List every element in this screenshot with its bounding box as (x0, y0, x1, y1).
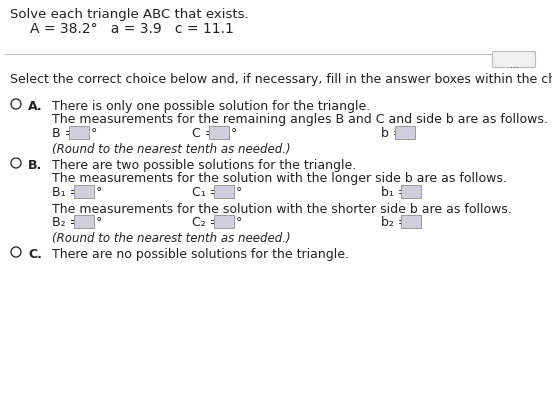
Text: The measurements for the solution with the longer side b are as follows.: The measurements for the solution with t… (52, 171, 507, 185)
Text: A.: A. (28, 100, 43, 113)
Text: b₁ =: b₁ = (381, 185, 408, 199)
Text: There are no possible solutions for the triangle.: There are no possible solutions for the … (52, 247, 349, 260)
Text: (Round to the nearest tenth as needed.): (Round to the nearest tenth as needed.) (52, 142, 290, 156)
Circle shape (11, 159, 21, 169)
Text: B.: B. (28, 159, 43, 171)
Circle shape (11, 247, 21, 257)
Bar (395, 127, 415, 140)
Bar (74, 216, 94, 228)
Bar (209, 127, 229, 140)
Text: The measurements for the remaining angles B and C and side b are as follows.: The measurements for the remaining angle… (52, 113, 548, 126)
Text: °: ° (236, 216, 242, 228)
Text: A = 38.2°   a = 3.9   c = 11.1: A = 38.2° a = 3.9 c = 11.1 (30, 22, 234, 36)
Text: Select the correct choice below and, if necessary, fill in the answer boxes with: Select the correct choice below and, if … (10, 73, 552, 86)
Bar (74, 185, 94, 199)
Text: ...: ... (509, 61, 518, 70)
Bar (69, 127, 89, 140)
Circle shape (11, 100, 21, 110)
Text: B₁ =: B₁ = (52, 185, 80, 199)
Text: B =: B = (52, 127, 75, 140)
Text: b₂ =: b₂ = (381, 216, 408, 228)
Text: C₂ =: C₂ = (192, 216, 220, 228)
Text: C₁ =: C₁ = (192, 185, 220, 199)
Text: B₂ =: B₂ = (52, 216, 80, 228)
Text: There is only one possible solution for the triangle.: There is only one possible solution for … (52, 100, 370, 113)
Text: °: ° (96, 216, 102, 228)
Text: °: ° (231, 127, 237, 140)
Text: b =: b = (381, 127, 404, 140)
Text: C.: C. (28, 247, 42, 260)
Bar (214, 216, 234, 228)
Text: °: ° (91, 127, 97, 140)
Bar (401, 185, 421, 199)
Text: C =: C = (192, 127, 215, 140)
Text: Solve each triangle ABC that exists.: Solve each triangle ABC that exists. (10, 8, 248, 21)
Text: °: ° (236, 185, 242, 199)
Bar (214, 185, 234, 199)
Bar (401, 216, 421, 228)
Text: °: ° (96, 185, 102, 199)
FancyBboxPatch shape (492, 52, 535, 68)
Text: (Round to the nearest tenth as needed.): (Round to the nearest tenth as needed.) (52, 231, 290, 244)
Text: The measurements for the solution with the shorter side b are as follows.: The measurements for the solution with t… (52, 202, 512, 216)
Text: There are two possible solutions for the triangle.: There are two possible solutions for the… (52, 159, 356, 171)
